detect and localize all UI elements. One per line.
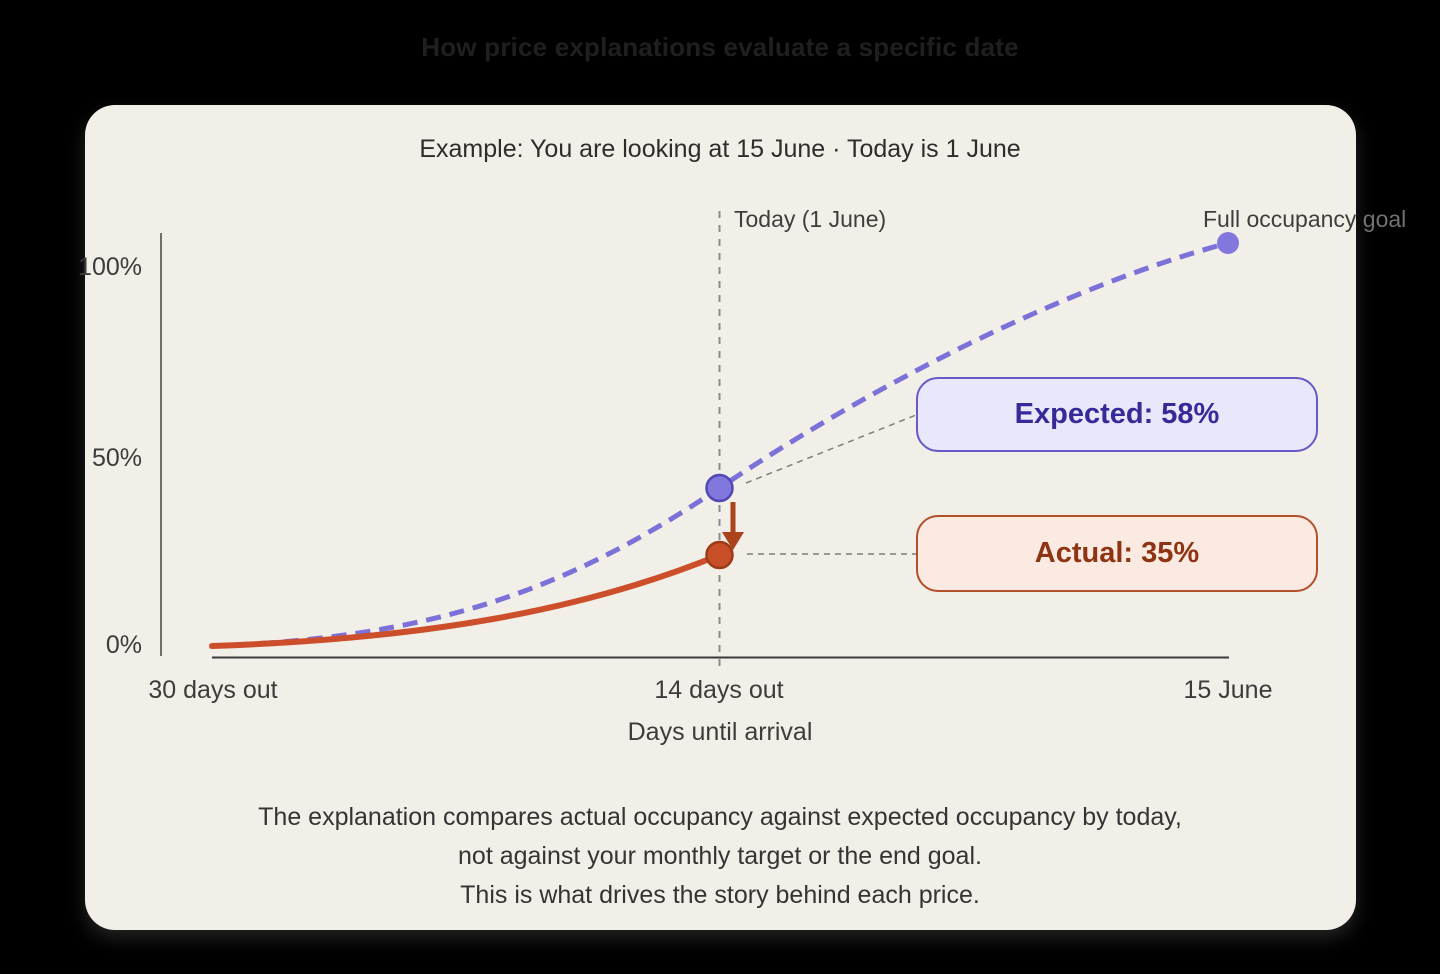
y-tick-50: 50% xyxy=(91,444,142,472)
x-axis-title: Days until arrival xyxy=(627,718,813,746)
x-tick-15-june: 15 June xyxy=(1183,676,1273,704)
x-tick-14-days-out: 14 days out xyxy=(654,676,784,704)
example-heading: Example: You are looking at 15 June · To… xyxy=(419,135,1021,163)
footer-line-1: The explanation compares actual occupanc… xyxy=(258,803,1182,831)
page-title: How price explanations evaluate a specif… xyxy=(421,32,1019,62)
footer-line-3: This is what drives the story behind eac… xyxy=(460,881,980,909)
footer-explanation: The explanation compares actual occupanc… xyxy=(0,798,1440,915)
actual-badge: Actual: 35% xyxy=(916,515,1318,592)
x-tick-30-days-out: 30 days out xyxy=(148,676,278,704)
full-occupancy-goal-label: Full occupancy goal xyxy=(1203,206,1407,232)
y-tick-100: 100% xyxy=(78,253,142,281)
y-tick-0: 0% xyxy=(105,631,142,659)
footer-line-2: not against your monthly target or the e… xyxy=(458,842,982,870)
expected-badge: Expected: 58% xyxy=(916,377,1318,452)
today-line-label: Today (1 June) xyxy=(734,206,887,232)
